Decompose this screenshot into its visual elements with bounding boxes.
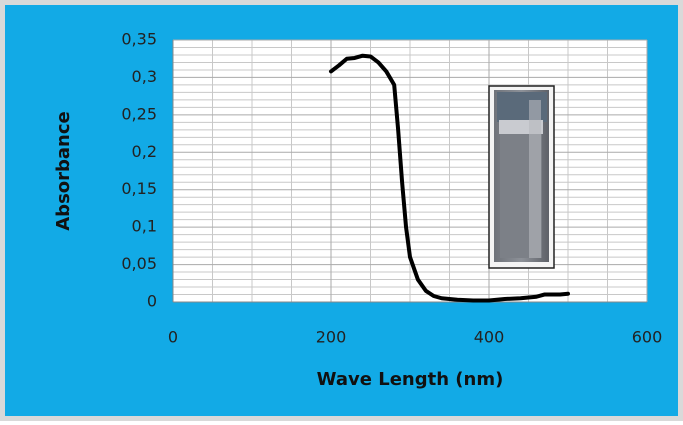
y-tick-label: 0,15 [121, 179, 157, 198]
y-axis-title: Absorbance [53, 111, 74, 231]
y-tick-label: 0,35 [121, 30, 157, 49]
chart: Wave Length (nm) Absorbance 0 0,05 0,1 0,15… [0, 0, 683, 421]
x-axis-title: Wave Length (nm) [317, 369, 504, 390]
cuvette-photo [489, 86, 554, 268]
x-tick-label: 0 [168, 328, 178, 347]
y-tick-label: 0,3 [132, 67, 157, 86]
y-tick-label: 0,05 [121, 254, 157, 273]
y-tick-label: 0 [147, 292, 157, 311]
y-tick-label: 0,1 [132, 217, 157, 236]
y-tick-label: 0,2 [132, 142, 157, 161]
x-tick-label: 600 [632, 328, 663, 347]
x-tick-label: 200 [316, 328, 347, 347]
x-tick-label: 400 [474, 328, 505, 347]
y-tick-label: 0,25 [121, 104, 157, 123]
